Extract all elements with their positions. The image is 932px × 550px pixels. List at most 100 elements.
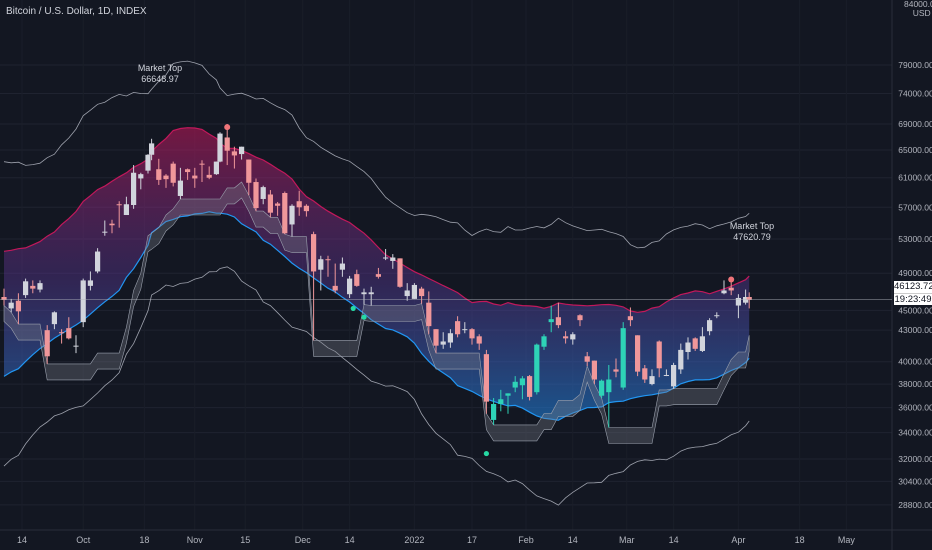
candle <box>397 258 403 288</box>
y-tick-label: 45000.00 <box>898 305 932 315</box>
candle-body <box>177 180 183 196</box>
candle-body <box>678 349 684 370</box>
candle <box>206 166 212 180</box>
y-tick-label: 69000.00 <box>898 119 932 129</box>
x-tick-label: Nov <box>187 535 204 545</box>
candle-body <box>95 251 101 272</box>
candle <box>8 298 14 313</box>
candle-body <box>419 288 425 297</box>
candle-body <box>347 278 353 295</box>
candle <box>577 314 583 327</box>
candle-body <box>656 341 662 369</box>
candle-body <box>527 376 533 397</box>
y-tick-label: 36000.00 <box>898 403 932 413</box>
candle-body <box>685 342 691 353</box>
candle-body <box>23 281 29 296</box>
candle <box>746 292 752 309</box>
candle <box>563 331 569 344</box>
candle-body <box>224 137 230 151</box>
candle <box>44 325 50 364</box>
candles <box>1 124 752 428</box>
annotation-label: Market Top <box>137 63 183 73</box>
candle <box>246 159 252 196</box>
signal-dots <box>224 124 735 457</box>
candle-body <box>433 329 439 346</box>
market-top-dot <box>728 276 735 283</box>
candle <box>570 332 576 345</box>
candle-body <box>620 328 626 388</box>
candle-body <box>318 259 324 270</box>
candle-body <box>563 336 569 339</box>
candle-body <box>671 364 677 387</box>
candle <box>87 271 93 291</box>
candle <box>505 393 511 414</box>
candle <box>735 294 741 319</box>
candle-body <box>123 204 129 216</box>
candle <box>23 278 29 298</box>
candle-body <box>663 374 669 376</box>
candle-body <box>163 175 169 180</box>
candle-body <box>15 300 21 312</box>
x-tick-label: Apr <box>731 535 745 545</box>
candle <box>419 286 425 304</box>
candle-body <box>253 182 259 209</box>
candle <box>721 280 727 295</box>
candle <box>109 219 115 234</box>
bar-countdown-label: 19:23:49 <box>894 293 932 305</box>
candle-body <box>570 334 576 340</box>
candle-body <box>51 312 57 325</box>
candle <box>354 269 360 287</box>
candle-body <box>707 320 713 332</box>
candle <box>156 158 162 185</box>
candle-body <box>548 319 554 323</box>
candle-body <box>462 329 468 331</box>
ribbon-upper-edge <box>3 127 750 313</box>
x-tick-label: 18 <box>795 535 805 545</box>
candle-body <box>239 146 245 155</box>
candle <box>73 335 79 354</box>
annotation-value: 66648.97 <box>141 74 179 84</box>
market-bottom-dot <box>350 305 356 312</box>
candle <box>145 154 151 174</box>
candle-body <box>635 335 641 372</box>
candle-body <box>404 290 410 297</box>
candle-body <box>721 290 727 294</box>
candle-body <box>519 378 525 386</box>
y-tick-label: 53000.00 <box>898 234 932 244</box>
lower-envelope-line <box>3 266 750 506</box>
market-bottom-dot <box>361 314 367 320</box>
candle <box>433 329 439 354</box>
candle-body <box>199 163 205 165</box>
candle-body <box>512 381 518 388</box>
x-tick-label: 14 <box>568 535 578 545</box>
y-tick-label: 57000.00 <box>898 202 932 212</box>
candle-body <box>66 328 72 339</box>
candle-body <box>145 154 151 171</box>
candle-body <box>44 330 50 357</box>
candle-body <box>206 174 212 178</box>
candle-body <box>296 201 302 208</box>
candle <box>606 364 612 428</box>
candle <box>447 329 453 348</box>
candle <box>213 161 219 175</box>
candle-body <box>260 187 266 199</box>
candle-body <box>699 336 705 351</box>
candle <box>102 220 108 236</box>
gradient-ribbon <box>4 127 750 421</box>
candle-body <box>325 259 331 261</box>
x-tick-label: Mar <box>619 535 635 545</box>
candle <box>80 278 86 328</box>
x-tick-label: 17 <box>467 535 477 545</box>
last-price-label: 46123.72 <box>894 281 932 293</box>
candle <box>332 263 338 294</box>
candle-body <box>440 341 446 345</box>
candle-body <box>555 317 561 326</box>
candle <box>534 343 540 395</box>
candle <box>707 318 713 336</box>
candle-body <box>311 234 317 272</box>
candle <box>613 358 619 378</box>
y-tick-label: 32000.00 <box>898 454 932 464</box>
candle <box>519 376 525 400</box>
